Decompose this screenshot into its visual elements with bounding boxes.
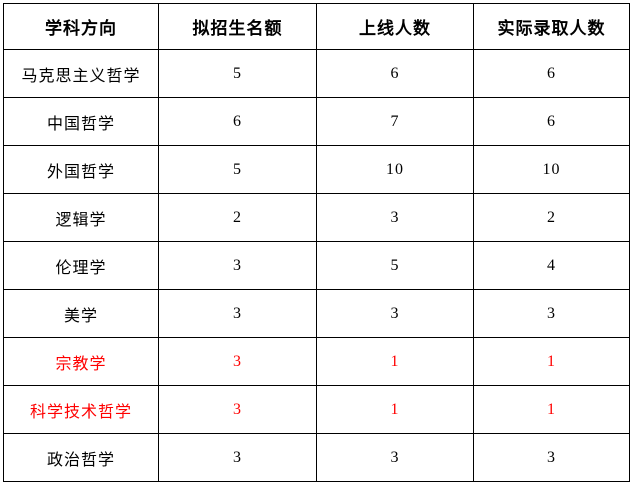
quota-cell: 2 <box>158 193 317 242</box>
table-row: 政治哲学 3 3 3 <box>3 433 630 482</box>
admitted-cell: 6 <box>473 97 630 146</box>
admitted-cell: 6 <box>473 49 630 98</box>
column-header-admitted: 实际录取人数 <box>473 3 630 50</box>
table-header-row: 学科方向 拟招生名额 上线人数 实际录取人数 <box>3 3 630 50</box>
subject-cell: 马克思主义哲学 <box>3 49 159 98</box>
subject-cell: 伦理学 <box>3 241 159 290</box>
quota-cell: 3 <box>158 337 317 386</box>
table-row: 中国哲学 6 7 6 <box>3 97 630 146</box>
table-row: 科学技术哲学 3 1 1 <box>3 385 630 434</box>
quota-cell: 5 <box>158 49 317 98</box>
admitted-cell: 4 <box>473 241 630 290</box>
subject-cell: 美学 <box>3 289 159 338</box>
subject-cell: 外国哲学 <box>3 145 159 194</box>
subject-cell: 政治哲学 <box>3 433 159 482</box>
online-cell: 1 <box>316 337 474 386</box>
online-cell: 3 <box>316 193 474 242</box>
quota-cell: 6 <box>158 97 317 146</box>
admitted-cell: 1 <box>473 385 630 434</box>
quota-cell: 3 <box>158 289 317 338</box>
admitted-cell: 3 <box>473 289 630 338</box>
online-cell: 7 <box>316 97 474 146</box>
quota-cell: 5 <box>158 145 317 194</box>
table-row: 宗教学 3 1 1 <box>3 337 630 386</box>
table-row: 外国哲学 5 10 10 <box>3 145 630 194</box>
online-cell: 6 <box>316 49 474 98</box>
admitted-cell: 3 <box>473 433 630 482</box>
admitted-cell: 2 <box>473 193 630 242</box>
table-row: 马克思主义哲学 5 6 6 <box>3 49 630 98</box>
online-cell: 1 <box>316 385 474 434</box>
admitted-cell: 10 <box>473 145 630 194</box>
table-row: 伦理学 3 5 4 <box>3 241 630 290</box>
enrollment-table: 学科方向 拟招生名额 上线人数 实际录取人数 马克思主义哲学 5 6 6 中国哲… <box>3 3 630 482</box>
subject-cell: 逻辑学 <box>3 193 159 242</box>
column-header-subject: 学科方向 <box>3 3 159 50</box>
column-header-online: 上线人数 <box>316 3 474 50</box>
online-cell: 3 <box>316 289 474 338</box>
admitted-cell: 1 <box>473 337 630 386</box>
online-cell: 3 <box>316 433 474 482</box>
online-cell: 10 <box>316 145 474 194</box>
subject-cell: 宗教学 <box>3 337 159 386</box>
subject-cell: 科学技术哲学 <box>3 385 159 434</box>
quota-cell: 3 <box>158 385 317 434</box>
subject-cell: 中国哲学 <box>3 97 159 146</box>
quota-cell: 3 <box>158 241 317 290</box>
table-row: 逻辑学 2 3 2 <box>3 193 630 242</box>
table-row: 美学 3 3 3 <box>3 289 630 338</box>
online-cell: 5 <box>316 241 474 290</box>
quota-cell: 3 <box>158 433 317 482</box>
column-header-quota: 拟招生名额 <box>158 3 317 50</box>
